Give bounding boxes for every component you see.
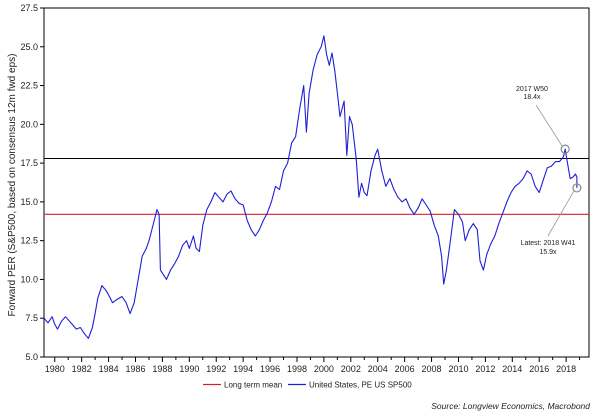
y-tick-label: 20.0 [20, 119, 38, 129]
plot-area: 5.0 7.5 10.0 12.5 15.0 17.5 20.0 22.5 25.0 27.5 19… [20, 3, 590, 374]
y-tick-label: 17.5 [20, 158, 38, 168]
x-tick-label: 2008 [422, 364, 442, 374]
series-line-us-pe [43, 35, 578, 339]
x-tick-label: 2018 [556, 364, 576, 374]
y-axis-label: Forward PER (S&P500, based on consensus … [7, 54, 18, 317]
peak-marker [560, 144, 570, 154]
x-tick-label: 2002 [341, 364, 361, 374]
y-tick-label: 25.0 [20, 42, 38, 52]
legend-label-us-pe: United States, PE US SP500 [309, 381, 412, 390]
y-tick-label: 12.5 [20, 236, 38, 246]
x-tick-label: 1994 [233, 364, 253, 374]
x-tick-label: 2012 [475, 364, 495, 374]
latest-annotation-line2: 15.9x [539, 249, 557, 256]
source-note: Source: Longview Economics, Macrobond [431, 401, 590, 411]
plot-frame [43, 7, 590, 358]
x-tick-label: 1988 [152, 364, 172, 374]
x-tick-label: 1980 [45, 364, 65, 374]
peak-annotation-line1: 2017 W50 [516, 86, 548, 93]
y-tick-label: 5.0 [25, 352, 38, 362]
y-tick-label: 7.5 [25, 313, 38, 323]
x-tick-label: 1992 [206, 364, 226, 374]
x-tick-label: 2000 [314, 364, 334, 374]
x-tick-label: 1990 [179, 364, 199, 374]
x-tick-label: 2014 [502, 364, 522, 374]
y-tick-label: 27.5 [20, 3, 38, 13]
x-tick-label: 2016 [529, 364, 549, 374]
y-tick-label: 10.0 [20, 274, 38, 284]
y-tick-label: 15.0 [20, 197, 38, 207]
x-tick-label: 2010 [448, 364, 468, 374]
y-tick-label: 22.5 [20, 81, 38, 91]
x-tick-label: 1998 [287, 364, 307, 374]
x-tick-label: 1986 [125, 364, 145, 374]
peak-leader-line [535, 104, 563, 147]
latest-marker [572, 183, 582, 193]
x-tick-label: 1996 [260, 364, 280, 374]
x-tick-label: 1984 [99, 364, 119, 374]
latest-annotation-line1: Latest: 2018 W41 [521, 240, 576, 247]
x-tick-label: 2004 [368, 364, 388, 374]
legend-label-mean: Long term mean [224, 381, 282, 390]
x-tick-label: 1982 [72, 364, 92, 374]
peak-annotation-line2: 18.4x [523, 94, 541, 101]
legend: Long term mean United States, PE US SP50… [203, 381, 412, 390]
latest-leader-line [547, 190, 575, 237]
x-tick-label: 2006 [395, 364, 415, 374]
